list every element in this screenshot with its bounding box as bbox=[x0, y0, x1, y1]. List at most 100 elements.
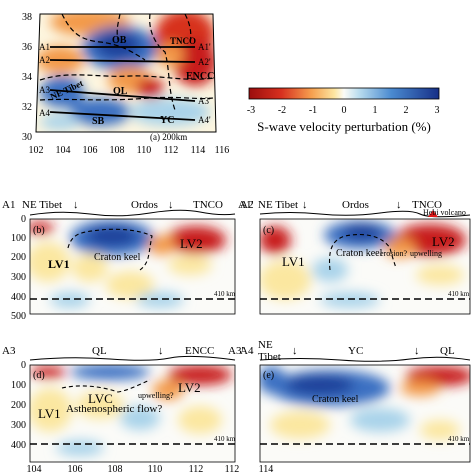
label-410: 410 km bbox=[214, 435, 236, 443]
region-yc: YC bbox=[160, 115, 174, 126]
colorbar-gradient bbox=[248, 87, 440, 100]
panel-c-start: A2 bbox=[240, 199, 253, 211]
panel-d-letter: (d) bbox=[33, 370, 45, 381]
panel-e-start: A4 bbox=[240, 345, 254, 357]
panel-e-region: YC bbox=[348, 345, 363, 357]
lat-tick: 30 bbox=[22, 132, 32, 143]
region-ob: OB bbox=[112, 35, 127, 46]
colorbar-label: S-wave velocity perturbation (%) bbox=[257, 119, 431, 134]
profile-endpoint-labels: A1 A1' A2 A2' A3 A3' A4 A4' bbox=[39, 42, 211, 125]
lon-axis-tick: 110 bbox=[148, 464, 163, 474]
lon-axis-tick: 106 bbox=[68, 464, 83, 474]
region-encc: ENCC bbox=[186, 71, 214, 82]
label-erosion: erosion? bbox=[380, 249, 408, 258]
map-panel: 38 36 34 32 30 102 104 106 108 110 112 1… bbox=[22, 12, 230, 156]
label-410: 410 km bbox=[448, 290, 470, 298]
lon-axis-tick: 108 bbox=[108, 464, 123, 474]
colorbar-ticks: -3 -2 -1 0 1 2 3 bbox=[247, 105, 440, 116]
topography-line bbox=[259, 210, 471, 218]
depth-tick: 200 bbox=[11, 252, 26, 263]
arrow-marker: ↓ bbox=[158, 345, 164, 357]
map-frame bbox=[35, 13, 217, 133]
lon-tick: 106 bbox=[83, 145, 98, 156]
lat-tick: 38 bbox=[22, 12, 32, 23]
lon-tick: 110 bbox=[137, 145, 152, 156]
panel-b-region: Ordos bbox=[131, 199, 158, 211]
depth-tick: 300 bbox=[11, 420, 26, 431]
label-lv2: LV2 bbox=[180, 236, 203, 251]
panel-e-region: QL bbox=[440, 345, 455, 357]
panel-d-region: ENCC bbox=[185, 345, 214, 357]
depth-tick: 300 bbox=[11, 272, 26, 283]
region-sb: SB bbox=[92, 116, 105, 127]
panel-b-start: A1 bbox=[2, 199, 15, 211]
profile-label: A1' bbox=[198, 42, 211, 52]
arrow-marker: ↓ bbox=[168, 199, 174, 211]
topography-line bbox=[29, 355, 236, 361]
profile-label: A2 bbox=[39, 55, 50, 65]
topography-line bbox=[259, 356, 471, 362]
map-lon-ticks: 102 104 106 108 110 112 114 116 bbox=[29, 145, 230, 156]
profile-label: A4 bbox=[39, 108, 50, 118]
panel-c-region: TNCO bbox=[412, 199, 442, 211]
volcano-icon bbox=[428, 210, 438, 217]
panel-b-region: NE Tibet bbox=[22, 199, 62, 211]
lat-tick: 36 bbox=[22, 42, 32, 53]
lon-tick: 104 bbox=[56, 145, 71, 156]
label-lvc: LVC bbox=[88, 391, 113, 406]
arrow-marker: ↓ bbox=[302, 199, 308, 211]
colorbar-tick: 1 bbox=[373, 105, 378, 116]
lon-tick: 112 bbox=[164, 145, 179, 156]
depth-tick: 500 bbox=[11, 311, 26, 322]
lon-axis-tick: 114 bbox=[259, 464, 274, 474]
colorbar-tick: 3 bbox=[435, 105, 440, 116]
profile-label: A1 bbox=[39, 42, 50, 52]
label-upwelling: upwelling? bbox=[138, 391, 174, 400]
label-lv2: LV2 bbox=[432, 234, 455, 249]
map-lat-ticks: 38 36 34 32 30 bbox=[22, 12, 32, 143]
profile-label: A3 bbox=[39, 85, 50, 95]
label-lv1: LV1 bbox=[38, 406, 61, 421]
lat-tick: 32 bbox=[22, 102, 32, 113]
panel-b: A1 NE Tibet Ordos TNCO A1' ↓ ↓ (b) LV1 L… bbox=[2, 199, 253, 315]
panel-c: A2 NE Tibet Ordos TNCO ↓ ↓ Hebi volcano … bbox=[240, 199, 471, 315]
lon-axis-tick: 112 bbox=[189, 464, 204, 474]
label-lv1: LV1 bbox=[48, 257, 70, 271]
colorbar-tick: -1 bbox=[309, 105, 317, 116]
panel-c-region: NE Tibet bbox=[258, 199, 298, 211]
label-craton-keel: Craton keel bbox=[312, 394, 359, 405]
arrow-marker: ↓ bbox=[396, 199, 402, 211]
profile-lines bbox=[49, 46, 196, 121]
colorbar-tick: 2 bbox=[404, 105, 409, 116]
depth-tick: 0 bbox=[21, 360, 26, 371]
panel-e-letter: (e) bbox=[263, 370, 274, 381]
arrow-marker: ↓ bbox=[73, 199, 79, 211]
label-craton-keel: Craton keel bbox=[94, 252, 141, 263]
colorbar-tick: 0 bbox=[342, 105, 347, 116]
panel-b-region: TNCO bbox=[193, 199, 223, 211]
colorbar-tick: -2 bbox=[278, 105, 286, 116]
panel-c-region: Ordos bbox=[342, 199, 369, 211]
label-410: 410 km bbox=[448, 435, 470, 443]
depth-axis-bottom: 0 100 200 300 400 bbox=[11, 360, 26, 451]
panel-e-region: NE bbox=[258, 339, 273, 351]
lon-tick: 114 bbox=[191, 145, 206, 156]
label-asthenospheric-flow: Asthenospheric flow? bbox=[66, 403, 162, 415]
label-lv1: LV1 bbox=[282, 254, 305, 269]
topography-line bbox=[29, 209, 236, 217]
depth-tick: 100 bbox=[11, 380, 26, 391]
panel-b-letter: (b) bbox=[33, 225, 45, 236]
tectonic-boundaries bbox=[39, 13, 214, 111]
colorbar: -3 -2 -1 0 1 2 3 S-wave velocity perturb… bbox=[247, 87, 440, 134]
panel-d-end: A3' bbox=[228, 345, 243, 357]
depth-axis-top: 0 100 200 300 400 500 bbox=[11, 214, 26, 322]
profile-label: A3' bbox=[198, 96, 211, 106]
depth-tick: 200 bbox=[11, 400, 26, 411]
profile-label: A4' bbox=[198, 115, 211, 125]
panel-e-region: Tibet bbox=[258, 351, 281, 363]
label-hebi-volcano: Hebi volcano bbox=[423, 208, 466, 217]
arrow-marker: ↓ bbox=[414, 345, 420, 357]
label-lv2: LV2 bbox=[178, 380, 201, 395]
label-upwelling: upwelling bbox=[410, 249, 442, 258]
panel-d-region: QL bbox=[92, 345, 107, 357]
